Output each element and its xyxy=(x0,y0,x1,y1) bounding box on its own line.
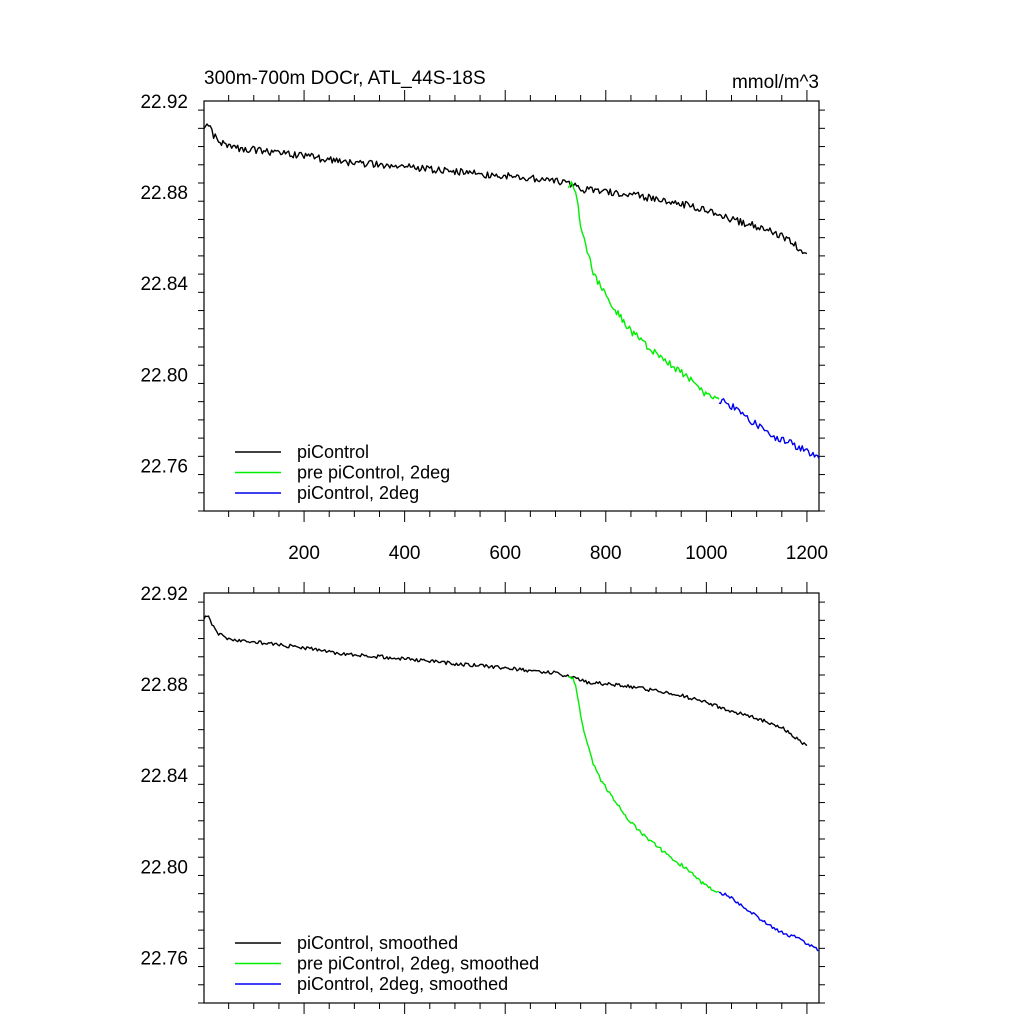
top-panel: 22.76 22.80 22.84 22.88 22.92 200 400 600 800 100… xyxy=(140,90,828,564)
y-tick-label: 22.84 xyxy=(140,766,188,787)
x-tick-label: 1000 xyxy=(685,543,727,564)
x-tick-label: 200 xyxy=(288,543,320,564)
y-tick-label: 22.76 xyxy=(140,948,188,969)
x-tick-label: 400 xyxy=(389,543,421,564)
legend-label: pre piControl, 2deg, smoothed xyxy=(297,954,539,974)
y-tick-label: 22.88 xyxy=(140,675,188,696)
y-tick-label: 22.88 xyxy=(140,183,188,204)
y-tick-label: 22.80 xyxy=(140,857,188,878)
series-line-picontrol-smoothed xyxy=(203,615,808,747)
series-line-picontrol xyxy=(203,123,808,255)
plot-frame xyxy=(203,592,820,1004)
chart-title: 300m-700m DOCr, ATL_44S-18S xyxy=(204,68,486,89)
series-line-pre-picontrol-2deg-smoothed xyxy=(567,676,720,893)
y-tick-label: 22.76 xyxy=(140,456,188,477)
y-tick-label: 22.80 xyxy=(140,365,188,386)
series-line-pre-picontrol-2deg xyxy=(567,181,720,400)
units-label: mmol/m^3 xyxy=(732,72,819,93)
legend-label: piControl xyxy=(297,442,369,462)
y-tick-label: 22.84 xyxy=(140,274,188,295)
bottom-panel: 22.76 22.80 22.84 22.88 22.92 piControl, smoo… xyxy=(140,582,825,1014)
legend-label: piControl, 2deg, smoothed xyxy=(297,974,508,994)
x-tick-label: 1200 xyxy=(786,543,828,564)
series-line-picontrol-2deg-smoothed xyxy=(718,891,820,952)
legend-label: pre piControl, 2deg xyxy=(297,463,450,483)
plot-frame xyxy=(203,100,820,512)
x-tick-label: 800 xyxy=(590,543,622,564)
legend-label: piControl, smoothed xyxy=(297,933,458,953)
x-tick-label: 600 xyxy=(489,543,521,564)
y-tick-label: 22.92 xyxy=(140,92,188,113)
legend-label: piControl, 2deg xyxy=(297,483,419,503)
y-tick-label: 22.92 xyxy=(140,584,188,605)
series-line-picontrol-2deg xyxy=(718,398,820,459)
